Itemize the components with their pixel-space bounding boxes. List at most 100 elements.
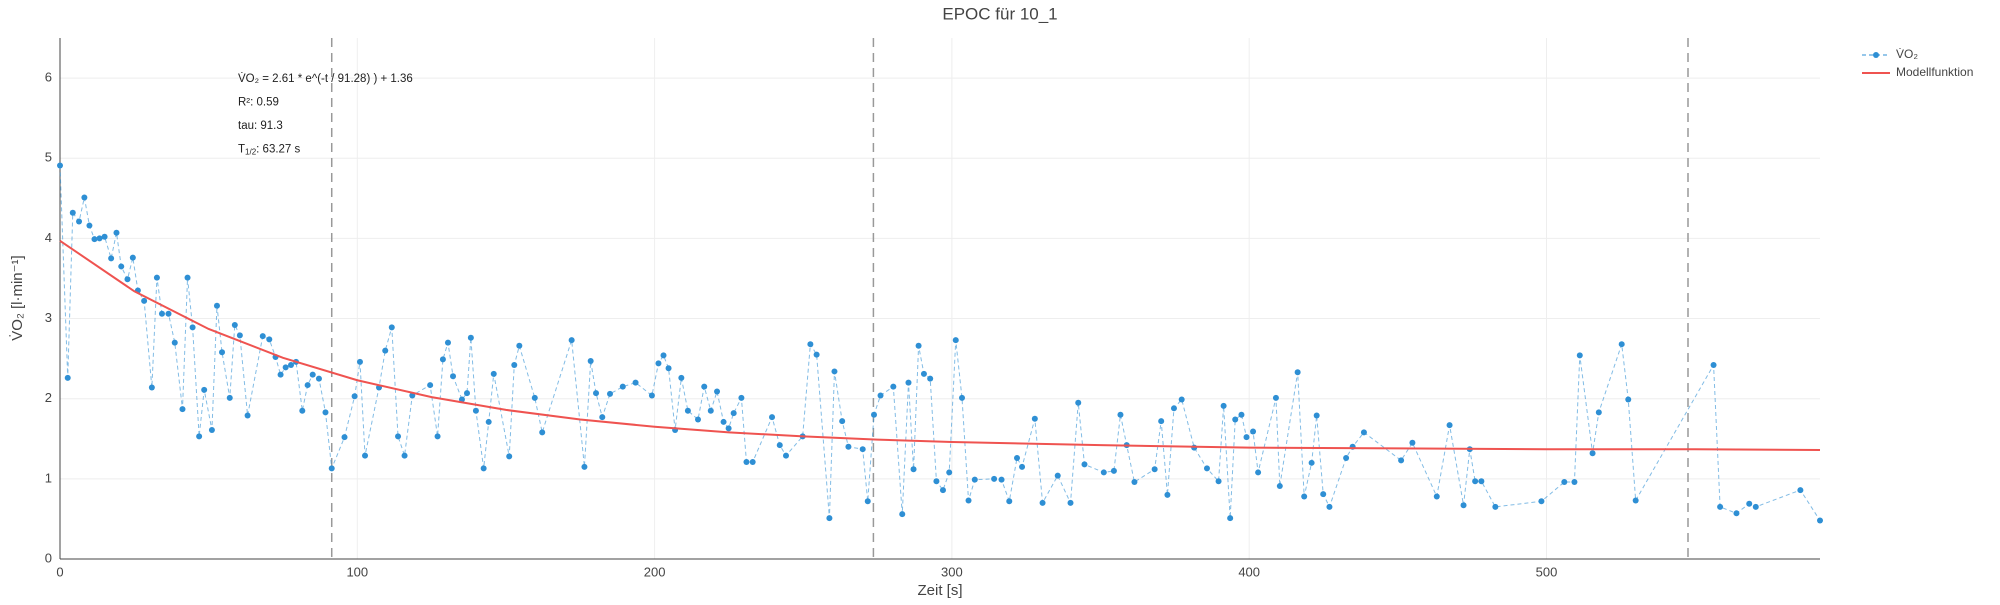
data-point (388, 324, 395, 331)
data-point (259, 333, 266, 340)
x-tick-label: 500 (1536, 564, 1558, 579)
data-point (304, 382, 311, 389)
data-point (1250, 428, 1257, 435)
data-point (118, 263, 125, 270)
data-point (1243, 434, 1250, 441)
data-point (158, 310, 165, 317)
data-point (1110, 467, 1117, 474)
data-point (427, 382, 434, 389)
data-point (485, 418, 492, 425)
annotation-part: : 63.27 s (256, 144, 300, 156)
data-point (648, 392, 655, 399)
data-point (531, 394, 538, 401)
y-tick-label: 1 (45, 470, 52, 485)
data-point (219, 349, 226, 356)
data-point (831, 368, 838, 375)
data-point (1326, 503, 1333, 510)
annotation-part: tau: 91.3 (238, 120, 283, 132)
data-point (69, 209, 76, 216)
data-point (148, 384, 155, 391)
data-point (288, 362, 294, 369)
data-point (971, 476, 978, 483)
data-point (1313, 412, 1320, 419)
data-point (826, 515, 833, 522)
data-point (1538, 498, 1545, 505)
data-point (480, 465, 487, 472)
data-point (813, 351, 820, 358)
data-point (1460, 502, 1467, 509)
data-point (1100, 469, 1107, 476)
data-point (720, 418, 727, 425)
data-point (1308, 459, 1315, 466)
data-point (946, 469, 953, 476)
data-point (506, 453, 513, 460)
y-tick-label: 5 (45, 150, 52, 165)
data-point (905, 379, 912, 386)
data-point (153, 274, 160, 281)
data-point (915, 342, 922, 349)
data-point (1151, 466, 1158, 473)
x-tick-label: 100 (346, 564, 368, 579)
data-point (910, 466, 917, 473)
data-point (196, 433, 203, 440)
data-point (655, 360, 662, 367)
data-point (101, 233, 108, 240)
data-point (1081, 461, 1088, 468)
data-point (362, 452, 369, 459)
legend-label: V̇O₂ (1896, 47, 1918, 61)
data-point (113, 229, 120, 236)
data-point (231, 321, 238, 328)
data-point (1203, 465, 1210, 472)
data-point (213, 302, 220, 309)
data-point (129, 254, 136, 261)
data-point (959, 394, 965, 401)
data-point (678, 374, 685, 381)
data-point (899, 511, 906, 518)
data-point (472, 407, 479, 414)
data-point (1817, 517, 1823, 524)
data-point (201, 386, 208, 393)
data-point (1031, 415, 1038, 422)
data-point (539, 429, 546, 436)
data-point (1164, 491, 1171, 498)
annotation-part: V̇O₂ = 2.61 * e^(-t / 91.28) ) + 1.36 (238, 72, 413, 85)
data-point (1733, 510, 1740, 517)
annotation: V̇O₂ = 2.61 * e^(-t / 91.28) ) + 1.36 (238, 72, 413, 85)
data-point (607, 390, 613, 397)
data-point (695, 416, 701, 423)
data-point (356, 358, 363, 365)
data-point (769, 414, 776, 421)
series-line (59, 239, 1821, 451)
data-point (1276, 483, 1283, 490)
data-point (619, 383, 626, 390)
y-tick-label: 0 (45, 550, 52, 565)
data-point (189, 324, 196, 331)
data-point (1067, 499, 1074, 506)
x-tick-label: 300 (941, 564, 963, 579)
data-point (309, 371, 316, 378)
data-point (266, 336, 273, 343)
data-point (1409, 439, 1416, 446)
data-point (179, 406, 186, 413)
data-point (277, 371, 284, 378)
data-point (1075, 399, 1082, 406)
data-point (1343, 455, 1350, 462)
data-point (684, 407, 691, 414)
data-point (730, 410, 737, 417)
data-point (714, 388, 721, 395)
data-point (1301, 493, 1308, 500)
data-point (871, 411, 877, 418)
data-point (1117, 411, 1124, 418)
data-point (1576, 352, 1583, 359)
data-point (1561, 479, 1568, 486)
data-point (1472, 478, 1479, 485)
data-point (315, 375, 322, 382)
data-point (395, 433, 402, 440)
data-point (1433, 493, 1440, 500)
data-point (450, 373, 457, 380)
data-point (124, 276, 131, 283)
data-point (1446, 422, 1453, 429)
data-point (1054, 472, 1061, 479)
data-point (568, 337, 575, 344)
